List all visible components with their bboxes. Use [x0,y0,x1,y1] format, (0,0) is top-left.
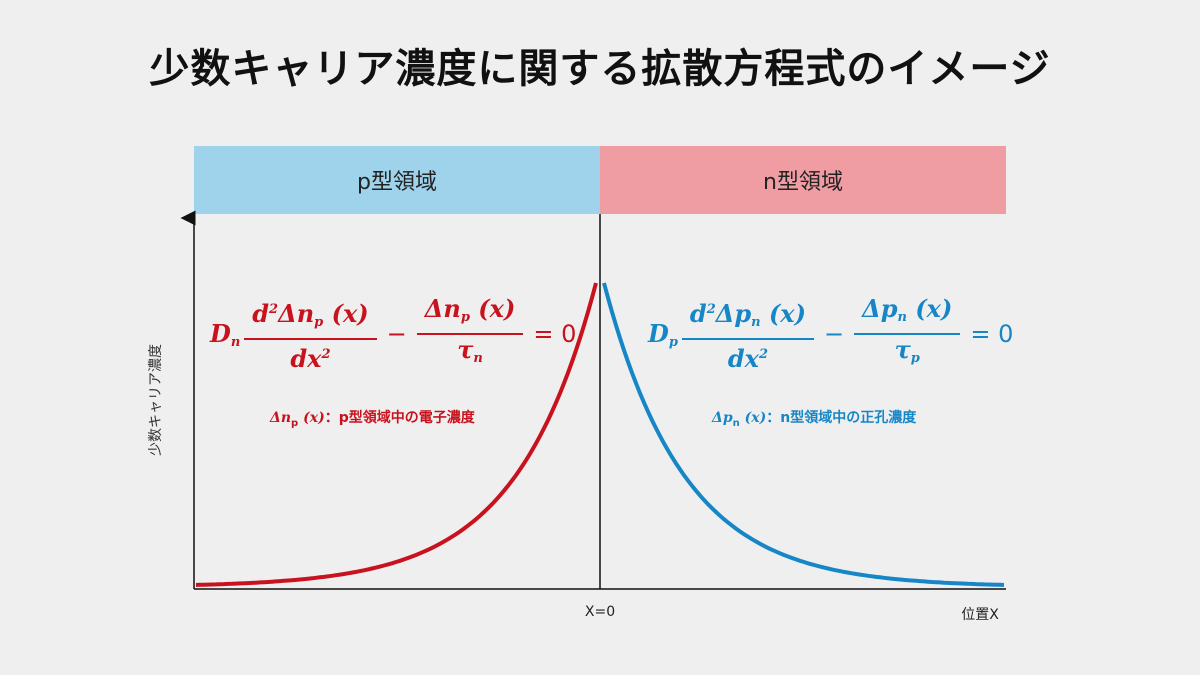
x-axis-label: 位置X [961,607,999,623]
eq-fraction-second-derivative: d2Δnp (x) dx2 [244,295,377,374]
hole-diffusion-equation: Dp d2Δpn (x) dx2 − Δpn (x) τp = 0 [648,294,1014,374]
eq-fraction-recombination: Δnp (x) τn [416,294,524,374]
n-region-label: n型領域 [763,170,843,195]
y-axis-label: 少数キャリア濃度 [148,344,164,456]
eq-fraction-second-derivative: d2Δpn (x) dx2 [681,295,814,374]
p-region-label: p型領域 [357,170,437,195]
hole-concentration-curve [602,282,1005,587]
x-zero-label: X=0 [584,604,616,620]
eq-coefficient: Dp [648,318,678,350]
electron-concentration-curve [195,282,598,587]
n-region-header: n型領域 [600,146,1006,214]
p-region-header: p型領域 [194,146,600,214]
electron-concentration-note: Δnp (x)：p型領域中の電子濃度 [270,410,475,429]
eq-fraction-recombination: Δpn (x) τp [854,294,961,374]
electron-diffusion-equation: Dn d2Δnp (x) dx2 − Δnp (x) τn = 0 [210,294,577,374]
eq-coefficient: Dn [210,318,241,350]
page-title: 少数キャリア濃度に関する拡散方程式のイメージ [149,46,1051,92]
hole-concentration-note: Δpn (x)：n型領域中の正孔濃度 [712,410,917,429]
